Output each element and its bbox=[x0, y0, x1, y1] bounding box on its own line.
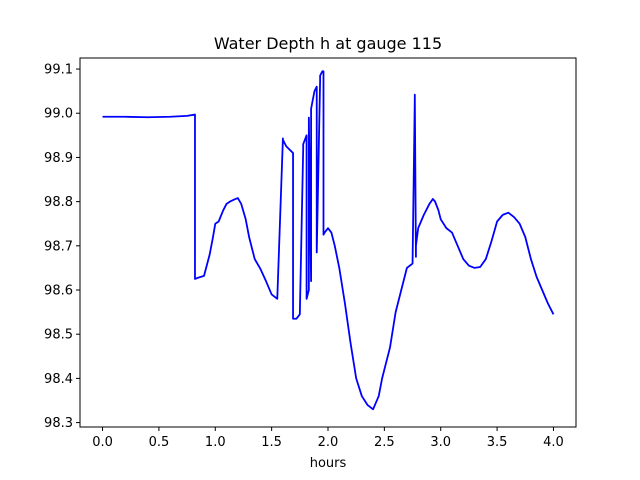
x-tick-label: 0.0 bbox=[92, 435, 113, 450]
y-tick-label: 98.9 bbox=[44, 151, 73, 166]
y-tick-label: 98.8 bbox=[44, 195, 73, 210]
y-tick-label: 98.5 bbox=[44, 328, 73, 343]
plot-frame bbox=[79, 57, 577, 428]
y-tick-label: 98.3 bbox=[44, 416, 73, 431]
series-line bbox=[102, 70, 555, 411]
y-tick-label: 98.7 bbox=[44, 239, 73, 254]
x-tick-label: 3.5 bbox=[487, 435, 508, 450]
x-axis-label: hours bbox=[310, 456, 347, 471]
x-tick-label: 1.0 bbox=[205, 435, 226, 450]
x-tick-label: 2.5 bbox=[374, 435, 395, 450]
y-axis-ticks: 98.3 98.4 98.5 98.6 98.7 98.8 98.9 99.0 99.1 bbox=[44, 63, 80, 431]
y-tick-label: 99.0 bbox=[44, 107, 73, 122]
chart-title: Water Depth h at gauge 115 bbox=[214, 34, 442, 53]
x-axis-ticks: 0.0 0.5 1.0 1.5 2.0 2.5 3.0 3.5 4.0 bbox=[92, 427, 564, 450]
y-tick-label: 98.6 bbox=[44, 284, 73, 299]
x-tick-label: 0.5 bbox=[149, 435, 170, 450]
y-tick-label: 98.4 bbox=[44, 372, 73, 387]
x-tick-label: 4.0 bbox=[543, 435, 564, 450]
y-tick-label: 99.1 bbox=[44, 63, 73, 78]
x-tick-label: 3.0 bbox=[430, 435, 451, 450]
x-tick-label: 1.5 bbox=[261, 435, 282, 450]
plot-background bbox=[80, 58, 576, 427]
x-tick-label: 2.0 bbox=[318, 435, 339, 450]
